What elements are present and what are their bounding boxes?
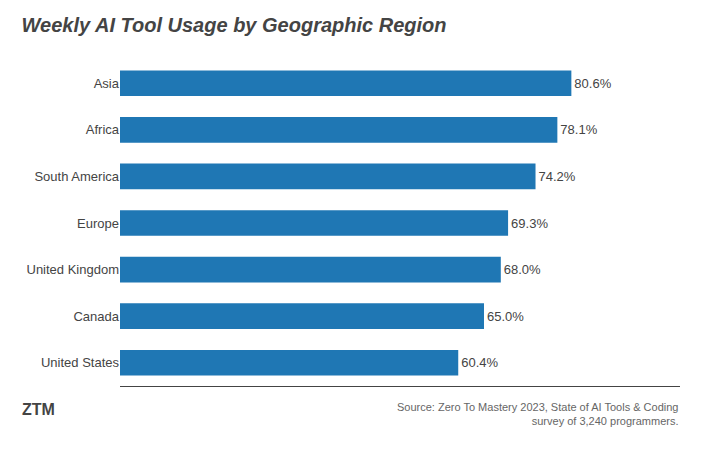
svg-text:South America: South America xyxy=(34,169,119,184)
svg-text:60.4%: 60.4% xyxy=(461,355,498,370)
svg-text:United States: United States xyxy=(41,355,120,370)
svg-text:ZTM: ZTM xyxy=(22,401,55,418)
svg-text:Canada: Canada xyxy=(73,309,119,324)
svg-text:69.3%: 69.3% xyxy=(511,216,548,231)
svg-text:74.2%: 74.2% xyxy=(539,169,576,184)
svg-text:65.0%: 65.0% xyxy=(487,309,524,324)
svg-text:Europe: Europe xyxy=(77,216,119,231)
svg-text:80.6%: 80.6% xyxy=(574,76,611,91)
svg-text:Weekly AI Tool Usage by Geogra: Weekly AI Tool Usage by Geographic Regio… xyxy=(22,14,447,36)
svg-text:68.0%: 68.0% xyxy=(504,262,541,277)
svg-text:Asia: Asia xyxy=(94,76,120,91)
svg-text:78.1%: 78.1% xyxy=(560,122,597,137)
svg-text:Africa: Africa xyxy=(86,122,120,137)
svg-text:United Kingdom: United Kingdom xyxy=(27,262,120,277)
svg-text:Source: Zero To Mastery 2023,: Source: Zero To Mastery 2023, State of A… xyxy=(397,401,678,427)
